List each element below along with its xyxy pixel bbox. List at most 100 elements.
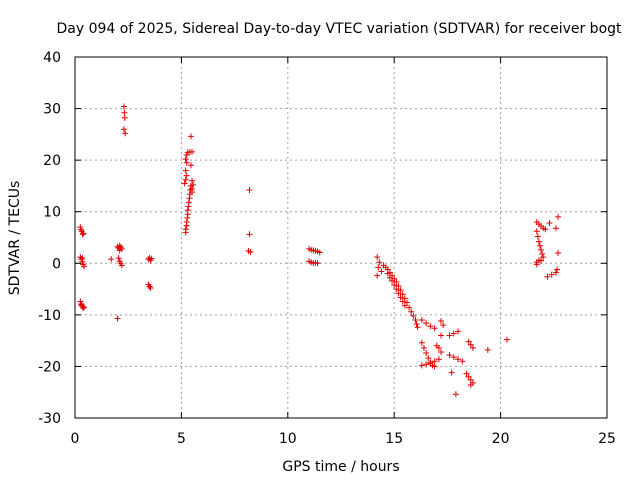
data-point: [420, 344, 427, 351]
data-point: [467, 381, 474, 388]
data-point: [552, 225, 559, 232]
data-point: [389, 277, 396, 284]
data-point: [539, 251, 546, 258]
data-point: [80, 305, 87, 312]
data-point: [538, 246, 545, 253]
data-point: [412, 317, 419, 324]
y-axis-title: SDTVAR / TECUs: [7, 181, 23, 296]
data-point: [403, 299, 410, 306]
data-point: [181, 180, 188, 187]
data-point: [546, 220, 553, 227]
data-point: [399, 291, 406, 298]
y-tick-label: 10: [43, 205, 61, 221]
data-point: [418, 362, 425, 369]
data-point: [463, 370, 470, 377]
data-point: [122, 130, 129, 137]
data-point: [418, 339, 425, 346]
data-point: [438, 332, 445, 339]
data-point: [77, 224, 84, 231]
data-point: [555, 249, 562, 256]
grid-lines: [75, 57, 607, 418]
y-tick-labels: -30 -20 -10 0 10 20 30 40: [38, 50, 61, 427]
data-point: [189, 189, 196, 196]
data-point: [410, 312, 417, 319]
data-point: [79, 231, 86, 238]
data-point: [438, 348, 445, 355]
data-point: [182, 167, 189, 174]
data-point: [147, 285, 154, 292]
data-point: [553, 266, 560, 273]
data-point: [425, 355, 432, 362]
x-tick-label: 5: [177, 431, 186, 447]
data-point: [375, 264, 382, 271]
data-point: [427, 360, 434, 367]
data-point: [418, 317, 425, 324]
data-point: [78, 302, 85, 309]
data-point: [185, 199, 192, 206]
x-tick-label: 15: [385, 431, 403, 447]
data-point: [246, 187, 253, 194]
data-point: [391, 281, 398, 288]
data-point: [431, 325, 438, 332]
data-point: [120, 103, 127, 110]
data-point: [423, 361, 430, 368]
x-tick-label: 0: [71, 431, 80, 447]
data-point: [397, 287, 404, 294]
data-point: [446, 332, 453, 339]
data-point: [534, 233, 541, 240]
data-point: [555, 213, 562, 220]
data-point: [314, 260, 321, 267]
data-point: [183, 151, 190, 158]
data-point: [79, 255, 86, 262]
data-point: [183, 159, 190, 166]
y-tick-label: 30: [43, 102, 61, 118]
data-point: [413, 321, 420, 328]
plot-frame: [74, 56, 608, 419]
x-tick-label: 20: [492, 431, 510, 447]
data-point: [406, 304, 413, 311]
data-point: [535, 238, 542, 245]
data-point: [182, 156, 189, 163]
data-point: [386, 274, 393, 281]
data-point: [182, 176, 189, 183]
data-point: [399, 298, 406, 305]
chart-title: Day 094 of 2025, Sidereal Day-to-day VTE…: [56, 21, 622, 37]
data-point: [414, 324, 421, 331]
data-point: [182, 226, 189, 233]
data-point: [120, 126, 127, 133]
data-point: [393, 286, 400, 293]
y-tick-label: -10: [38, 308, 61, 324]
data-point: [395, 290, 402, 297]
data-point: [190, 181, 197, 188]
data-point: [431, 358, 438, 365]
data-point: [540, 254, 547, 261]
data-point: [80, 230, 87, 237]
data-point: [189, 177, 196, 184]
data-point: [184, 207, 191, 214]
data-points: [77, 103, 562, 398]
y-tick-label: 40: [43, 50, 61, 66]
data-point: [121, 109, 128, 116]
data-point: [116, 247, 123, 254]
y-tick-label: 0: [52, 256, 61, 272]
x-tick-labels: 0 5 10 15 20 25: [71, 431, 616, 447]
data-point: [423, 320, 430, 327]
data-point: [183, 172, 190, 179]
data-point: [438, 318, 445, 325]
data-point: [467, 376, 474, 383]
data-point: [469, 344, 476, 351]
data-point: [118, 262, 125, 269]
data-point: [503, 336, 510, 343]
data-point: [431, 363, 438, 370]
data-point: [544, 273, 551, 280]
data-point: [247, 248, 254, 255]
data-point: [395, 282, 402, 289]
data-point: [450, 354, 457, 361]
data-point: [401, 295, 408, 302]
data-point: [376, 259, 383, 266]
data-point: [121, 114, 128, 121]
y-tick-label: -30: [38, 411, 61, 427]
x-tick-label: 25: [598, 431, 616, 447]
data-point: [187, 133, 194, 140]
